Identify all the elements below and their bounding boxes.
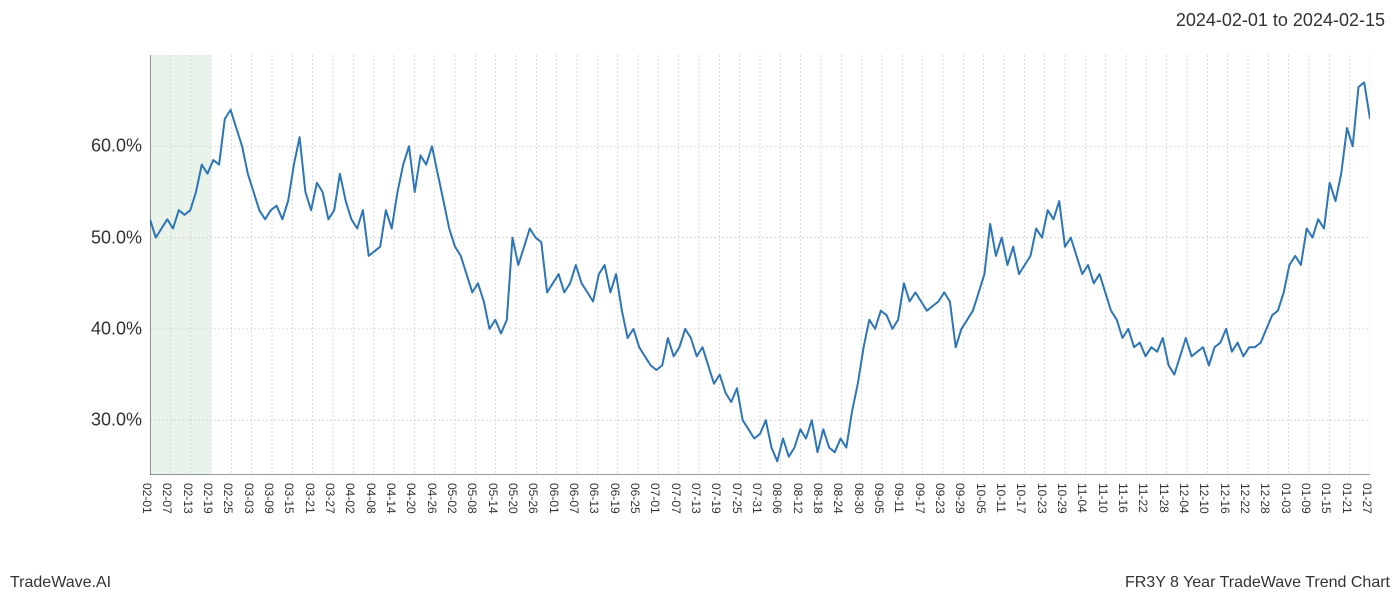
x-tick-label: 06-25 xyxy=(628,483,642,514)
chart-title: FR3Y 8 Year TradeWave Trend Chart xyxy=(1125,574,1390,592)
y-tick-label: 30.0% xyxy=(91,410,142,431)
x-tick-label: 10-29 xyxy=(1055,483,1069,514)
x-tick-label: 08-30 xyxy=(852,483,866,514)
x-tick-label: 07-01 xyxy=(648,483,662,514)
y-tick-label: 50.0% xyxy=(91,227,142,248)
x-tick-label: 02-25 xyxy=(221,483,235,514)
x-tick-label: 06-07 xyxy=(567,483,581,514)
x-tick-label: 11-22 xyxy=(1136,483,1150,513)
x-tick-label: 11-28 xyxy=(1157,483,1171,513)
x-tick-label: 01-27 xyxy=(1360,483,1374,514)
x-tick-label: 08-12 xyxy=(791,483,805,514)
x-tick-label: 12-28 xyxy=(1258,483,1272,514)
x-tick-label: 04-08 xyxy=(364,483,378,514)
x-tick-label: 06-19 xyxy=(608,483,622,514)
y-tick-label: 40.0% xyxy=(91,318,142,339)
x-tick-label: 09-17 xyxy=(913,483,927,514)
x-tick-label: 05-08 xyxy=(465,483,479,514)
x-tick-label: 05-02 xyxy=(445,483,459,514)
x-tick-label: 11-16 xyxy=(1116,483,1130,513)
x-tick-label: 03-15 xyxy=(282,483,296,514)
x-tick-label: 12-16 xyxy=(1218,483,1232,514)
x-tick-label: 10-05 xyxy=(974,483,988,514)
x-tick-label: 04-14 xyxy=(384,483,398,514)
x-tick-label: 03-21 xyxy=(303,483,317,514)
x-tick-label: 10-23 xyxy=(1035,483,1049,514)
x-tick-label: 02-19 xyxy=(201,483,215,514)
x-tick-label: 04-26 xyxy=(425,483,439,514)
x-tick-label: 09-23 xyxy=(933,483,947,514)
x-tick-label: 12-22 xyxy=(1238,483,1252,514)
x-tick-label: 01-15 xyxy=(1319,483,1333,514)
y-tick-label: 60.0% xyxy=(91,136,142,157)
highlight-band xyxy=(150,55,211,475)
x-tick-label: 03-09 xyxy=(262,483,276,514)
x-tick-label: 03-03 xyxy=(242,483,256,514)
x-tick-label: 05-26 xyxy=(526,483,540,514)
x-tick-label: 11-04 xyxy=(1075,483,1089,513)
x-tick-label: 01-21 xyxy=(1340,483,1354,514)
chart-svg xyxy=(150,55,1370,475)
x-tick-label: 06-01 xyxy=(547,483,561,514)
x-tick-label: 09-05 xyxy=(872,483,886,514)
x-tick-label: 09-29 xyxy=(953,483,967,514)
x-tick-label: 05-20 xyxy=(506,483,520,514)
x-tick-label: 08-06 xyxy=(770,483,784,514)
x-tick-label: 02-07 xyxy=(160,483,174,514)
x-tick-label: 01-09 xyxy=(1299,483,1313,514)
x-tick-label: 05-14 xyxy=(486,483,500,514)
x-tick-label: 07-31 xyxy=(750,483,764,514)
x-tick-label: 03-27 xyxy=(323,483,337,514)
x-tick-label: 02-13 xyxy=(181,483,195,514)
x-tick-label: 04-02 xyxy=(343,483,357,514)
x-tick-label: 12-10 xyxy=(1197,483,1211,514)
x-tick-label: 02-01 xyxy=(140,483,154,514)
brand-label: TradeWave.AI xyxy=(10,574,111,592)
x-tick-label: 10-17 xyxy=(1014,483,1028,514)
x-tick-label: 04-20 xyxy=(404,483,418,514)
x-tick-label: 07-19 xyxy=(709,483,723,514)
x-tick-label: 07-25 xyxy=(730,483,744,514)
trend-chart xyxy=(150,55,1370,475)
x-tick-label: 06-13 xyxy=(587,483,601,514)
x-tick-label: 07-13 xyxy=(689,483,703,514)
x-tick-label: 01-03 xyxy=(1279,483,1293,514)
date-range-label: 2024-02-01 to 2024-02-15 xyxy=(1176,10,1385,31)
x-tick-label: 07-07 xyxy=(669,483,683,514)
x-tick-label: 11-10 xyxy=(1096,483,1110,513)
x-tick-label: 08-24 xyxy=(831,483,845,514)
x-tick-label: 09-11 xyxy=(892,483,906,513)
x-tick-label: 12-04 xyxy=(1177,483,1191,514)
x-tick-label: 08-18 xyxy=(811,483,825,514)
x-tick-label: 10-11 xyxy=(994,483,1008,513)
